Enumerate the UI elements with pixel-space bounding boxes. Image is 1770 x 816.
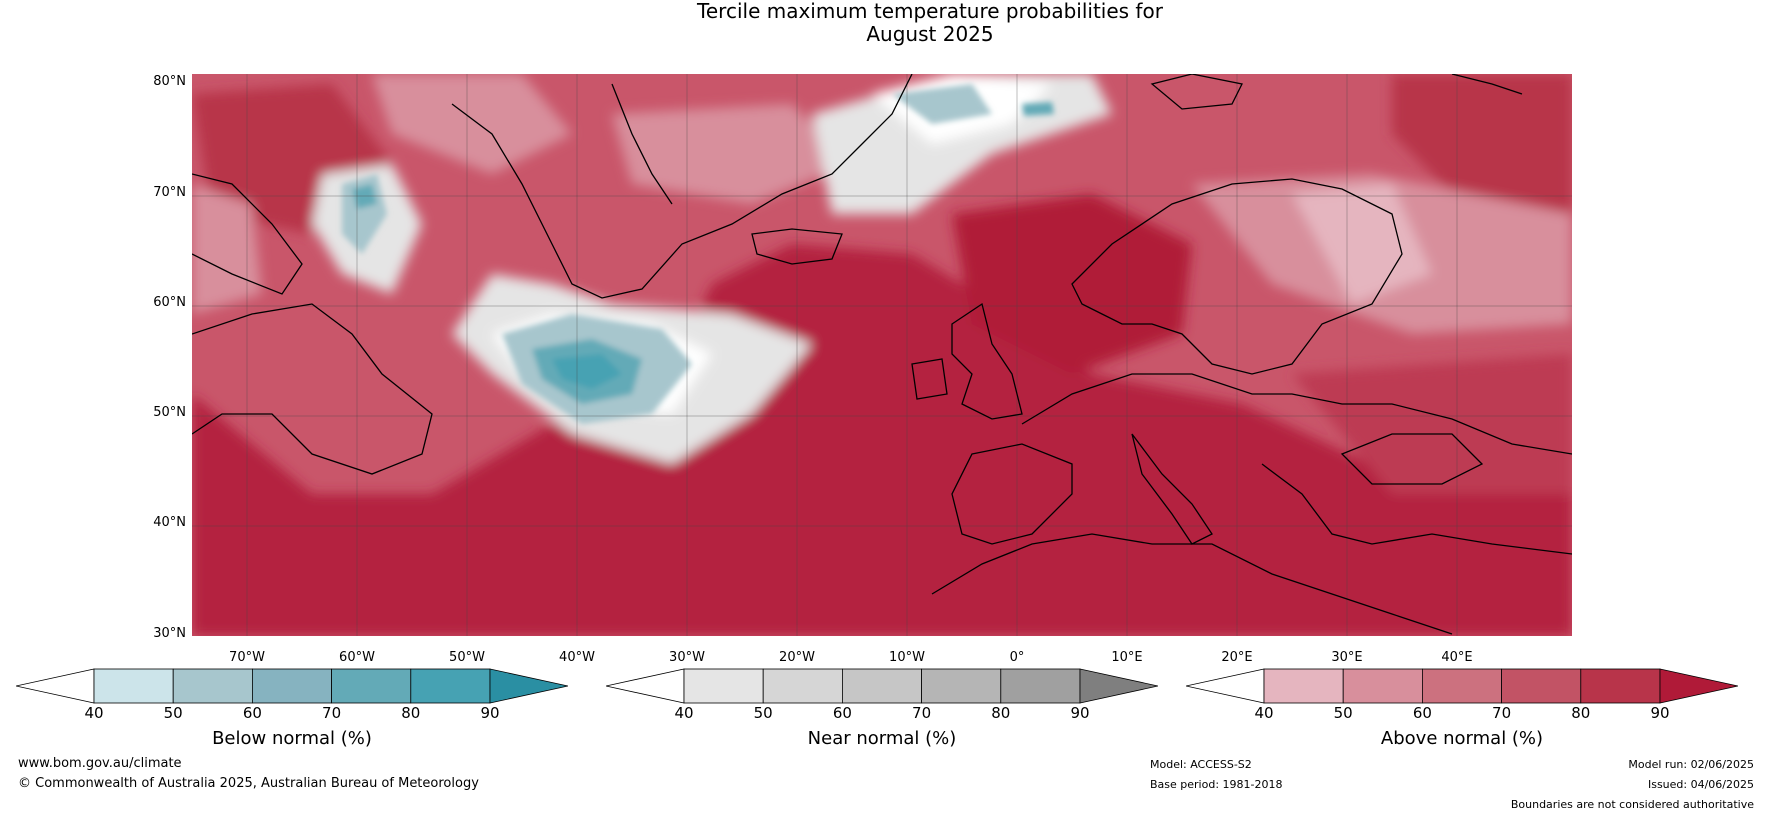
colorbar-2-high-arrow [1659,668,1738,704]
lat-label-30n: 30°N [153,626,186,641]
colorbar-near-normal [606,668,1158,704]
colorbar-2-tick-70: 70 [1492,704,1512,722]
colorbar-0-segment-4 [410,668,491,704]
lat-label-80n: 80°N [153,74,186,89]
colorbar-0-tick-40: 40 [84,704,104,722]
colorbar-2-segment-1 [1342,668,1423,704]
colorbar-above-normal [1186,668,1738,704]
disclaimer-text: Boundaries are not considered authoritat… [1510,798,1754,811]
title-line-2: August 2025 [866,22,994,46]
lon-label-70w: 70°W [229,650,265,665]
model-run-text: Model run: 02/06/2025 [1628,758,1754,771]
colorbar-0-tick-50: 50 [163,704,183,722]
colorbar-1-tick-80: 80 [991,704,1011,722]
lat-label-70n: 70°N [153,185,186,200]
colorbar-0-high-arrow [489,668,568,704]
map-svg [191,73,1573,636]
lon-label-60w: 60°W [339,650,375,665]
colorbar-1-segment-1 [762,668,843,704]
colorbar-below-normal [16,668,568,704]
colorbar-1-segment-4 [1000,668,1081,704]
coastlines [191,73,1573,635]
lon-label-10w: 10°W [889,650,925,665]
colorbar-1-low-arrow [606,668,685,704]
lat-label-50n: 50°N [153,405,186,420]
colorbar-2-segment-0 [1263,668,1344,704]
colorbar-label-near: Near normal (%) [807,728,957,749]
colorbar-1-tick-70: 70 [912,704,932,722]
lon-label-50w: 50°W [449,650,485,665]
colorbar-0-segment-3 [331,668,412,704]
map-title: Tercile maximum temperature probabilitie… [0,0,1770,46]
lon-label-30w: 30°W [669,650,705,665]
colorbar-0-segment-0 [93,668,174,704]
colorbar-0-low-arrow [16,668,95,704]
colorbar-2-segment-3 [1501,668,1582,704]
lon-label-20e: 20°E [1221,650,1253,665]
issued-text: Issued: 04/06/2025 [1647,778,1754,791]
colorbar-2-tick-80: 80 [1571,704,1591,722]
model-text: Model: ACCESS-S2 [1150,758,1252,771]
colorbar-2-segment-4 [1580,668,1661,704]
lon-label-10e: 10°E [1111,650,1143,665]
lon-label-40w: 40°W [559,650,595,665]
graticule [192,74,1572,636]
colorbar-0-tick-80: 80 [401,704,421,722]
colorbar-0-segment-1 [172,668,253,704]
colorbar-0-tick-60: 60 [242,704,262,722]
lon-label-0: 0° [1009,650,1025,665]
lat-label-60n: 60°N [153,295,186,310]
website-link[interactable]: www.bom.gov.au/climate [18,756,182,771]
colorbar-1-tick-90: 90 [1070,704,1090,722]
probability-map [191,73,1573,636]
colorbar-1-high-arrow [1079,668,1158,704]
colorbar-1-tick-50: 50 [753,704,773,722]
colorbar-1-segment-0 [683,668,764,704]
colorbar-2-segment-2 [1421,668,1502,704]
colorbar-1-segment-2 [841,668,922,704]
colorbar-2-tick-60: 60 [1412,704,1432,722]
colorbar-2-tick-40: 40 [1254,704,1274,722]
colorbar-0-tick-90: 90 [480,704,500,722]
colorbar-2-low-arrow [1186,668,1265,704]
colorbar-1-tick-40: 40 [674,704,694,722]
base-period-text: Base period: 1981-2018 [1150,778,1283,791]
colorbar-label-above: Above normal (%) [1380,728,1544,749]
colorbar-label-below: Below normal (%) [212,728,372,749]
colorbar-2-tick-90: 90 [1650,704,1670,722]
colorbar-0-tick-70: 70 [322,704,342,722]
lon-label-40e: 40°E [1441,650,1473,665]
colorbar-0-segment-2 [251,668,332,704]
colorbar-1-segment-3 [921,668,1002,704]
colorbar-2-tick-50: 50 [1333,704,1353,722]
title-line-1: Tercile maximum temperature probabilitie… [697,0,1163,23]
copyright-text: © Commonwealth of Australia 2025, Austra… [18,776,479,791]
lon-label-20w: 20°W [779,650,815,665]
lat-label-40n: 40°N [153,515,186,530]
colorbar-1-tick-60: 60 [832,704,852,722]
lon-label-30e: 30°E [1331,650,1363,665]
